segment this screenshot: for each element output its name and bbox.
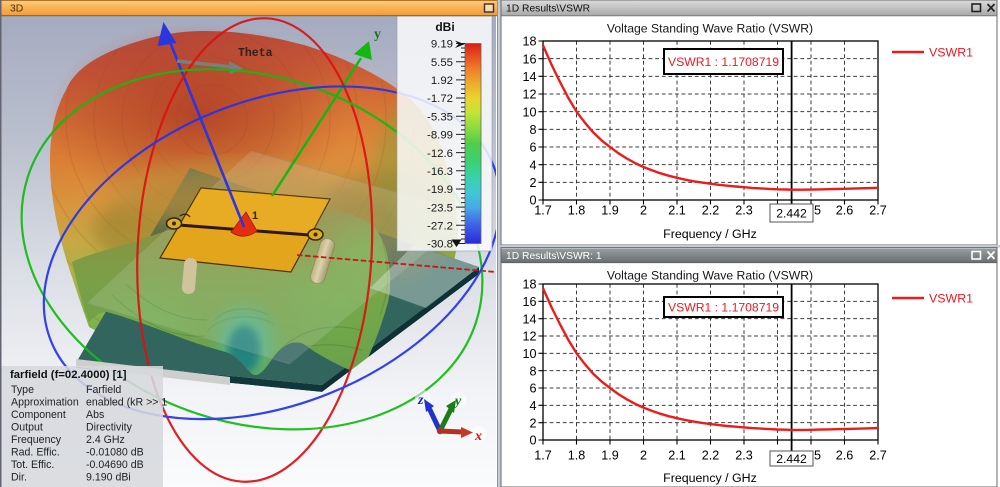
svg-text:-5.35: -5.35 bbox=[427, 111, 453, 123]
svg-text:2: 2 bbox=[529, 416, 536, 430]
svg-text:z: z bbox=[417, 393, 424, 408]
svg-text:2.7: 2.7 bbox=[869, 449, 887, 463]
svg-text:VSWR1 : 1.1708719: VSWR1 : 1.1708719 bbox=[668, 301, 779, 315]
svg-text:5: 5 bbox=[814, 449, 821, 463]
svg-text:2.3: 2.3 bbox=[735, 204, 753, 218]
svg-text:Directivity: Directivity bbox=[86, 422, 133, 434]
svg-text:5.55: 5.55 bbox=[431, 57, 453, 69]
svg-text:18: 18 bbox=[522, 35, 536, 49]
svg-text:6: 6 bbox=[529, 382, 536, 396]
svg-text:enabled (kR >> 1: enabled (kR >> 1 bbox=[86, 397, 167, 409]
svg-text:2.442: 2.442 bbox=[776, 452, 807, 466]
svg-text:2.7: 2.7 bbox=[869, 204, 887, 218]
svg-text:-27.2: -27.2 bbox=[427, 221, 453, 233]
svg-text:4: 4 bbox=[529, 399, 536, 413]
svg-text:Voltage Standing Wave Ratio (V: Voltage Standing Wave Ratio (VSWR) bbox=[607, 269, 813, 283]
svg-text:1.7: 1.7 bbox=[534, 204, 552, 218]
svg-text:14: 14 bbox=[522, 312, 536, 326]
svg-text:2.2: 2.2 bbox=[702, 204, 720, 218]
svg-text:8: 8 bbox=[529, 364, 536, 378]
svg-text:Abs: Abs bbox=[86, 409, 104, 421]
svg-text:VSWR1: VSWR1 bbox=[929, 292, 973, 306]
svg-text:2: 2 bbox=[640, 449, 647, 463]
svg-text:y: y bbox=[374, 27, 381, 42]
svg-text:18: 18 bbox=[522, 278, 536, 292]
svg-text:14: 14 bbox=[522, 70, 536, 84]
svg-text:1: 1 bbox=[252, 210, 258, 222]
svg-text:0: 0 bbox=[529, 434, 536, 448]
svg-text:2.4 GHz: 2.4 GHz bbox=[86, 434, 125, 446]
svg-text:Frequency: Frequency bbox=[11, 434, 62, 446]
svg-text:-0.01080 dB: -0.01080 dB bbox=[86, 447, 144, 459]
svg-text:9.19: 9.19 bbox=[431, 39, 453, 51]
svg-text:Type: Type bbox=[11, 384, 34, 396]
svg-text:1.9: 1.9 bbox=[601, 204, 619, 218]
svg-text:2.1: 2.1 bbox=[668, 204, 686, 218]
svg-text:Component: Component bbox=[11, 409, 66, 421]
svg-text:Theta: Theta bbox=[238, 47, 273, 60]
svg-text:2.1: 2.1 bbox=[668, 449, 686, 463]
svg-text:Frequency / GHz: Frequency / GHz bbox=[663, 227, 757, 241]
svg-text:1.92: 1.92 bbox=[431, 75, 453, 87]
svg-text:12: 12 bbox=[522, 88, 536, 102]
svg-text:1D Results\VSWR: 1D Results\VSWR bbox=[506, 4, 590, 15]
svg-text:x: x bbox=[474, 429, 482, 444]
svg-text:VSWR1 : 1.1708719: VSWR1 : 1.1708719 bbox=[668, 55, 779, 69]
svg-text:10: 10 bbox=[522, 347, 536, 361]
svg-text:16: 16 bbox=[522, 52, 536, 66]
svg-text:Farfield: Farfield bbox=[86, 384, 121, 396]
svg-text:2.442: 2.442 bbox=[776, 206, 807, 220]
svg-text:-30.8: -30.8 bbox=[427, 239, 453, 251]
svg-text:2.2: 2.2 bbox=[702, 449, 720, 463]
svg-text:2.6: 2.6 bbox=[836, 449, 854, 463]
svg-text:Dir.: Dir. bbox=[11, 472, 27, 484]
svg-text:12: 12 bbox=[522, 330, 536, 344]
svg-text:9.190 dBi: 9.190 dBi bbox=[86, 472, 131, 484]
svg-text:Approximation: Approximation bbox=[11, 397, 79, 409]
svg-text:dBi: dBi bbox=[435, 20, 454, 34]
svg-text:16: 16 bbox=[522, 295, 536, 309]
svg-text:-23.5: -23.5 bbox=[427, 202, 453, 214]
svg-text:-1.72: -1.72 bbox=[427, 93, 453, 105]
svg-text:-0.04690 dB: -0.04690 dB bbox=[86, 459, 144, 471]
svg-text:-12.6: -12.6 bbox=[427, 148, 453, 160]
svg-text:8: 8 bbox=[529, 123, 536, 137]
svg-text:4: 4 bbox=[529, 158, 536, 172]
svg-text:Tot. Effic.: Tot. Effic. bbox=[11, 459, 54, 471]
svg-text:5: 5 bbox=[814, 204, 821, 218]
svg-text:2.3: 2.3 bbox=[735, 449, 753, 463]
svg-text:y: y bbox=[453, 394, 462, 409]
svg-text:-16.3: -16.3 bbox=[427, 166, 453, 178]
svg-text:3D: 3D bbox=[10, 4, 23, 15]
svg-text:2: 2 bbox=[529, 176, 536, 190]
svg-text:1.7: 1.7 bbox=[534, 449, 552, 463]
svg-text:1.8: 1.8 bbox=[568, 204, 586, 218]
svg-text:-8.99: -8.99 bbox=[427, 130, 453, 142]
svg-text:Rad. Effic.: Rad. Effic. bbox=[11, 447, 60, 459]
svg-text:2: 2 bbox=[640, 204, 647, 218]
svg-text:-19.9: -19.9 bbox=[427, 184, 453, 196]
svg-text:farfield (f=02.4000) [1]: farfield (f=02.4000) [1] bbox=[10, 369, 127, 381]
svg-text:0: 0 bbox=[529, 194, 536, 208]
svg-text:VSWR1: VSWR1 bbox=[929, 46, 973, 60]
svg-text:10: 10 bbox=[522, 105, 536, 119]
svg-text:1D Results\VSWR: 1: 1D Results\VSWR: 1 bbox=[506, 251, 602, 262]
svg-text:2.6: 2.6 bbox=[836, 204, 854, 218]
svg-text:1.9: 1.9 bbox=[601, 449, 619, 463]
svg-text:Frequency / GHz: Frequency / GHz bbox=[663, 471, 757, 485]
svg-text:6: 6 bbox=[529, 141, 536, 155]
svg-text:1.8: 1.8 bbox=[568, 449, 586, 463]
svg-text:Voltage Standing Wave Ratio (V: Voltage Standing Wave Ratio (VSWR) bbox=[607, 22, 813, 36]
svg-text:Output: Output bbox=[11, 422, 43, 434]
